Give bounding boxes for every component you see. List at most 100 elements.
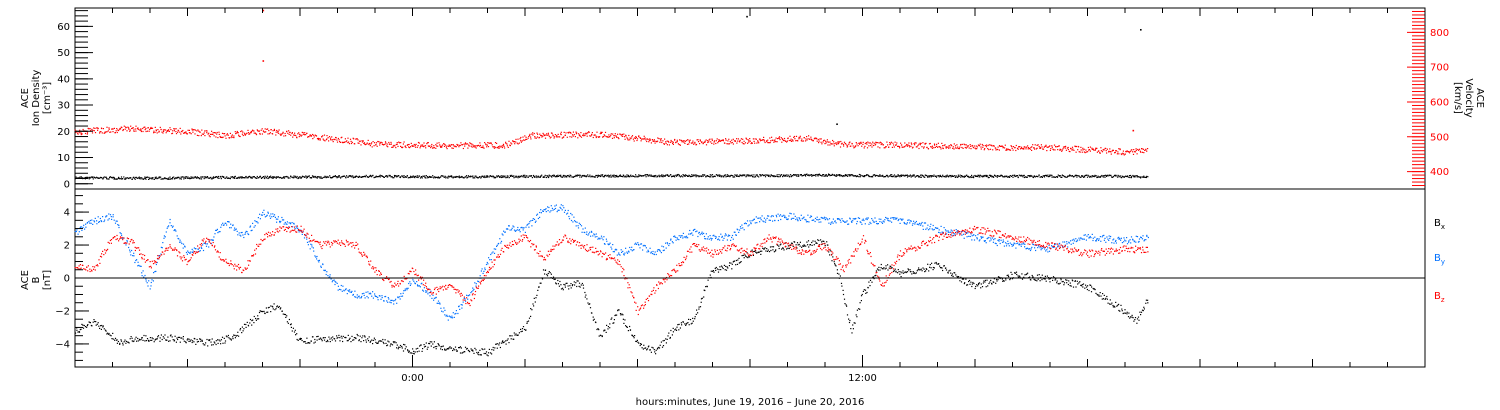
data-point (299, 133, 301, 135)
data-point (584, 175, 586, 177)
data-point (791, 242, 793, 244)
data-point (931, 175, 933, 177)
data-point (203, 178, 205, 180)
data-point (315, 175, 317, 178)
data-point (772, 175, 774, 177)
data-point (414, 351, 416, 353)
data-point (731, 268, 733, 270)
data-point (231, 176, 234, 178)
data-point (257, 222, 259, 224)
data-point (106, 178, 108, 180)
data-point (149, 128, 151, 130)
data-point (963, 278, 965, 280)
data-point (1106, 295, 1108, 298)
data-point (702, 175, 704, 177)
data-point (790, 140, 793, 142)
data-point (274, 309, 276, 311)
data-point (833, 145, 835, 147)
data-point (1049, 281, 1051, 283)
data-point (889, 175, 891, 177)
data-point (1007, 274, 1009, 276)
data-point (287, 177, 290, 179)
data-point (323, 176, 325, 178)
data-point (550, 175, 552, 177)
data-point (1003, 176, 1005, 178)
data-point (461, 352, 463, 354)
data-point (248, 175, 251, 177)
data-point (281, 133, 283, 135)
data-point (738, 175, 740, 178)
data-point (1141, 176, 1143, 178)
data-point (898, 145, 900, 147)
data-point (826, 175, 828, 177)
data-point (156, 178, 158, 180)
data-point (1111, 302, 1113, 304)
data-point (651, 139, 653, 141)
data-point (528, 317, 531, 319)
data-point (398, 141, 400, 143)
data-point (287, 322, 289, 324)
data-point (400, 142, 402, 144)
data-point (1079, 281, 1081, 283)
data-point (391, 176, 393, 178)
data-point (653, 139, 655, 141)
data-point (486, 144, 488, 146)
data-point (482, 175, 484, 178)
data-point (780, 137, 782, 139)
data-point (300, 338, 302, 340)
data-point (83, 177, 86, 179)
data-point (213, 236, 215, 238)
data-point (331, 339, 333, 341)
data-point (171, 336, 173, 338)
data-point (94, 320, 96, 323)
data-point (376, 342, 378, 344)
data-point (443, 143, 445, 145)
data-point (1011, 147, 1013, 149)
data-point (125, 340, 127, 342)
data-point (968, 279, 971, 282)
data-point (548, 176, 550, 179)
data-point (562, 174, 564, 177)
data-point (307, 175, 309, 177)
data-point (187, 338, 189, 340)
data-point (646, 138, 648, 140)
data-point (534, 176, 536, 178)
data-point (746, 256, 748, 258)
data-point (330, 337, 332, 339)
data-point (433, 341, 435, 343)
data-point (638, 136, 640, 138)
data-point (181, 131, 183, 133)
data-point (213, 135, 215, 137)
data-point (595, 321, 597, 324)
data-point (1021, 148, 1024, 150)
data-point (1141, 309, 1144, 311)
data-point (672, 142, 674, 144)
data-point (1017, 176, 1019, 178)
data-point (513, 177, 515, 179)
data-point (200, 340, 202, 342)
data-point (976, 146, 978, 148)
data-point (549, 175, 551, 177)
data-point (906, 143, 908, 146)
data-point (625, 135, 627, 137)
data-point (229, 178, 231, 180)
data-point (217, 232, 219, 234)
data-point (388, 298, 390, 300)
data-point (408, 147, 411, 149)
data-point (125, 177, 127, 179)
data-point (747, 174, 749, 176)
data-point (569, 131, 571, 134)
data-point (723, 176, 725, 178)
data-point (778, 136, 781, 138)
data-point (148, 280, 150, 282)
data-point (99, 132, 101, 134)
data-point (454, 346, 457, 348)
data-point (936, 145, 938, 147)
data-point (703, 174, 705, 176)
data-point (339, 337, 341, 339)
data-point (1118, 309, 1120, 312)
data-point (323, 269, 325, 271)
data-point (803, 174, 805, 176)
data-point (1028, 147, 1030, 149)
